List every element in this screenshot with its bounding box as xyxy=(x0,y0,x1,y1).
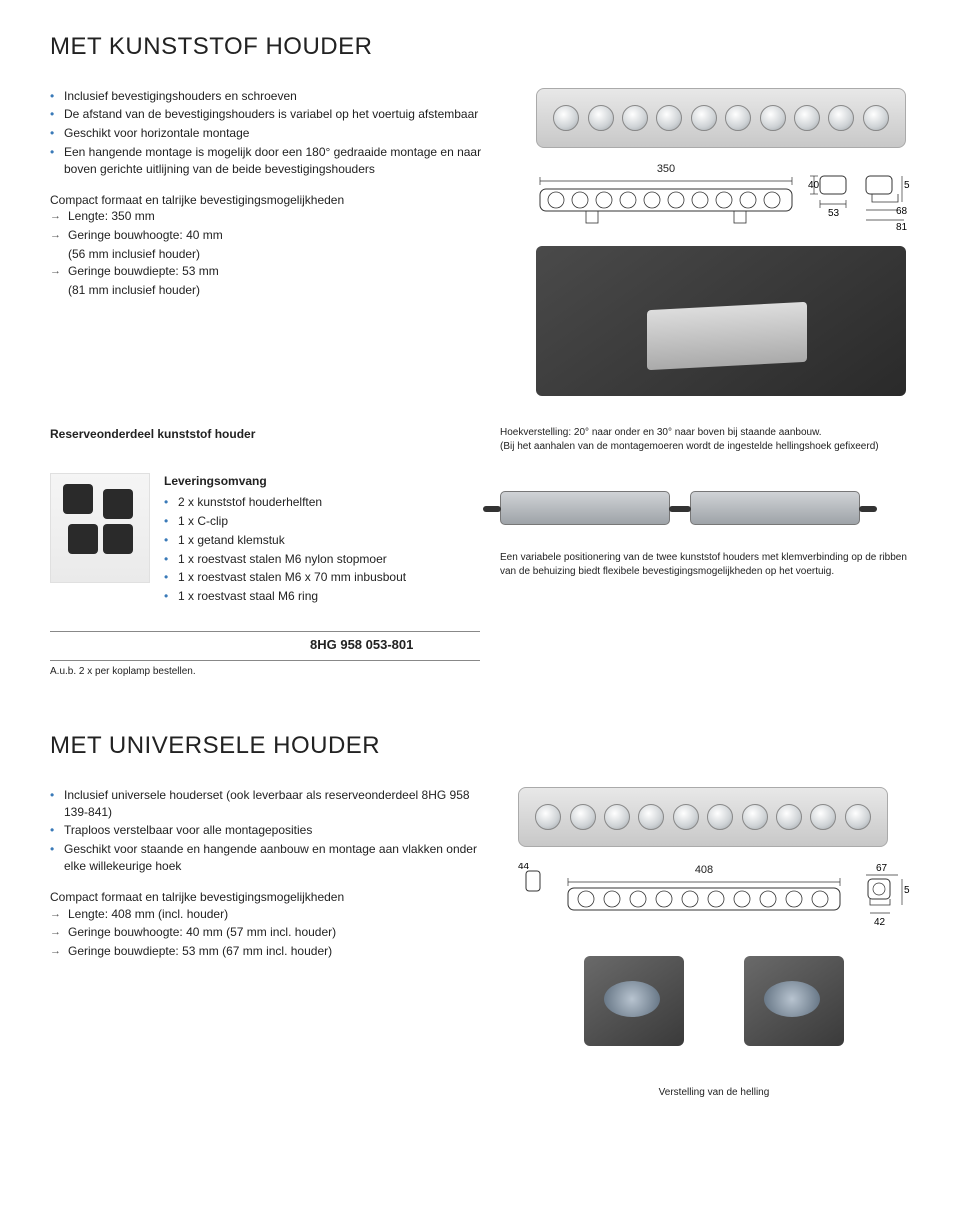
feature-item: De afstand van de bevestigingshouders is… xyxy=(50,106,496,123)
spare-block: Leveringsomvang 2 x kunststof houderhelf… xyxy=(50,473,460,607)
dim-side-views: 40 53 56 68 xyxy=(808,162,910,237)
feature-item: Geschikt voor horizontale montage xyxy=(50,125,496,142)
compact-item: Lengte: 408 mm (incl. houder) xyxy=(50,906,478,923)
angle-caption-col: Hoekverstelling: 20° naar onder en 30° n… xyxy=(500,426,910,453)
lightbar-photo-2 xyxy=(518,787,888,847)
spare-col: Reserveonderdeel kunststof houder xyxy=(50,426,460,453)
dim-81: 81 xyxy=(896,222,908,232)
svg-text:57: 57 xyxy=(904,885,910,896)
section2-row: Inclusief universele houderset (ook leve… xyxy=(50,787,910,1100)
section1-compact-block: Compact formaat en talrijke bevestigings… xyxy=(50,192,496,299)
bracket-closeup-photo xyxy=(536,246,906,396)
rule-top xyxy=(50,631,480,632)
section1-title: MET KUNSTSTOF HOUDER xyxy=(50,30,910,64)
levering-item: 2 x kunststof houderhelften xyxy=(164,494,406,511)
section1-spare-row: Leveringsomvang 2 x kunststof houderhelf… xyxy=(50,473,910,607)
compact-list-3: Lengte: 408 mm (incl. houder) Geringe bo… xyxy=(50,906,478,960)
spare-parts-photo xyxy=(50,473,150,583)
compact-item: Lengte: 350 mm xyxy=(50,208,496,225)
feature-item: Inclusief universele houderset (ook leve… xyxy=(50,787,478,821)
part-block: 8HG 958 053-801 A.u.b. 2 x per koplamp b… xyxy=(50,631,480,679)
dim-68: 68 xyxy=(896,206,908,217)
section1-image-col: 350 xyxy=(536,88,910,397)
section2-compact-block: Compact formaat en talrijke bevestigings… xyxy=(50,889,478,960)
dim2-sideview: 44 xyxy=(518,863,548,903)
compact-intro-2: Compact formaat en talrijke bevestigings… xyxy=(50,889,478,906)
levering-list: 2 x kunststof houderhelften 1 x C-clip 1… xyxy=(164,494,406,605)
levering-title: Leveringsomvang xyxy=(164,473,406,490)
feature-item: Geschikt voor staande en hangende aanbou… xyxy=(50,841,478,875)
section1-top-row: Inclusief bevestigingshouders en schroev… xyxy=(50,88,910,397)
levering-item: 1 x roestvast staal M6 ring xyxy=(164,588,406,605)
compact-item: Geringe bouwdiepte: 53 mm (67 mm incl. h… xyxy=(50,943,478,960)
dim-h40: 40 xyxy=(808,180,820,191)
section2: MET UNIVERSELE HOUDER Inclusief universe… xyxy=(50,729,910,1099)
section2-text-col: Inclusief universele houderset (ook leve… xyxy=(50,787,478,1100)
feature-item: Inclusief bevestigingshouders en schroev… xyxy=(50,88,496,105)
mount-view-left xyxy=(584,956,684,1046)
compact-list: Lengte: 350 mm Geringe bouwhoogte: 40 mm xyxy=(50,208,496,244)
compact-intro: Compact formaat en talrijke bevestigings… xyxy=(50,192,496,209)
svg-text:42: 42 xyxy=(874,917,886,927)
levering-item: 1 x C-clip xyxy=(164,513,406,530)
dim-h56: 56 xyxy=(904,180,910,191)
angle-caption: Hoekverstelling: 20° naar onder en 30° n… xyxy=(500,426,910,440)
mount-views xyxy=(518,956,910,1046)
variant-caption: Een variabele positionering van de twee … xyxy=(500,551,910,578)
compact-list-2: Geringe bouwdiepte: 53 mm xyxy=(50,263,496,280)
dim-d53: 53 xyxy=(828,208,840,219)
levering-item: 1 x getand klemstuk xyxy=(164,532,406,549)
section1-text-col: Inclusief bevestigingshouders en schroev… xyxy=(50,88,496,397)
part-row: 8HG 958 053-801 xyxy=(50,636,480,654)
variants-photo xyxy=(500,473,870,543)
compact-item: Geringe bouwhoogte: 40 mm xyxy=(50,227,496,244)
levering-item: 1 x roestvast stalen M6 nylon stopmoer xyxy=(164,551,406,568)
feature-item: Een hangende montage is mogelijk door ee… xyxy=(50,144,496,178)
compact-subitem: (56 mm inclusief houder) xyxy=(50,246,496,263)
mount-label: Verstelling van de helling xyxy=(518,1086,910,1100)
svg-text:67: 67 xyxy=(876,863,888,874)
dim2-end: 67 57 42 xyxy=(860,863,910,932)
section2-image-col: 44 408 xyxy=(518,787,910,1100)
section1-features: Inclusief bevestigingshouders en schroev… xyxy=(50,88,496,178)
rule-bottom xyxy=(50,660,480,661)
variants-col: Een variabele positionering van de twee … xyxy=(500,473,910,607)
mount-view-right xyxy=(744,956,844,1046)
feature-item: Traploos verstelbaar voor alle montagepo… xyxy=(50,822,478,839)
dim2-length: 408 xyxy=(564,863,844,878)
dim-side2: 56 68 81 xyxy=(860,162,910,237)
dim2-front: 408 xyxy=(564,863,844,919)
part-number: 8HG 958 053-801 xyxy=(310,636,413,654)
levering-block: Leveringsomvang 2 x kunststof houderhelf… xyxy=(164,473,406,607)
compact-subitem: (81 mm inclusief houder) xyxy=(50,282,496,299)
dim-side1: 40 53 xyxy=(808,162,850,237)
footnote: A.u.b. 2 x per koplamp bestellen. xyxy=(50,665,480,679)
section2-title: MET UNIVERSELE HOUDER xyxy=(50,729,910,763)
dim-length: 350 xyxy=(536,162,796,177)
section2-features: Inclusief universele houderset (ook leve… xyxy=(50,787,478,875)
compact-item: Geringe bouwhoogte: 40 mm (57 mm incl. h… xyxy=(50,924,478,941)
svg-text:44: 44 xyxy=(518,863,530,872)
levering-item: 1 x roestvast stalen M6 x 70 mm inbusbou… xyxy=(164,569,406,586)
lightbar-photo xyxy=(536,88,906,148)
dimension-diagram-2: 44 408 xyxy=(518,863,910,932)
compact-item: Geringe bouwdiepte: 53 mm xyxy=(50,263,496,280)
spare-title: Reserveonderdeel kunststof houder xyxy=(50,426,460,443)
dimension-diagram-1: 350 xyxy=(536,162,910,237)
dim-front-view: 350 xyxy=(536,162,796,227)
angle-subcaption: (Bij het aanhalen van de montagemoeren w… xyxy=(500,440,910,454)
section1-mid-row: Reserveonderdeel kunststof houder Hoekve… xyxy=(50,426,910,453)
